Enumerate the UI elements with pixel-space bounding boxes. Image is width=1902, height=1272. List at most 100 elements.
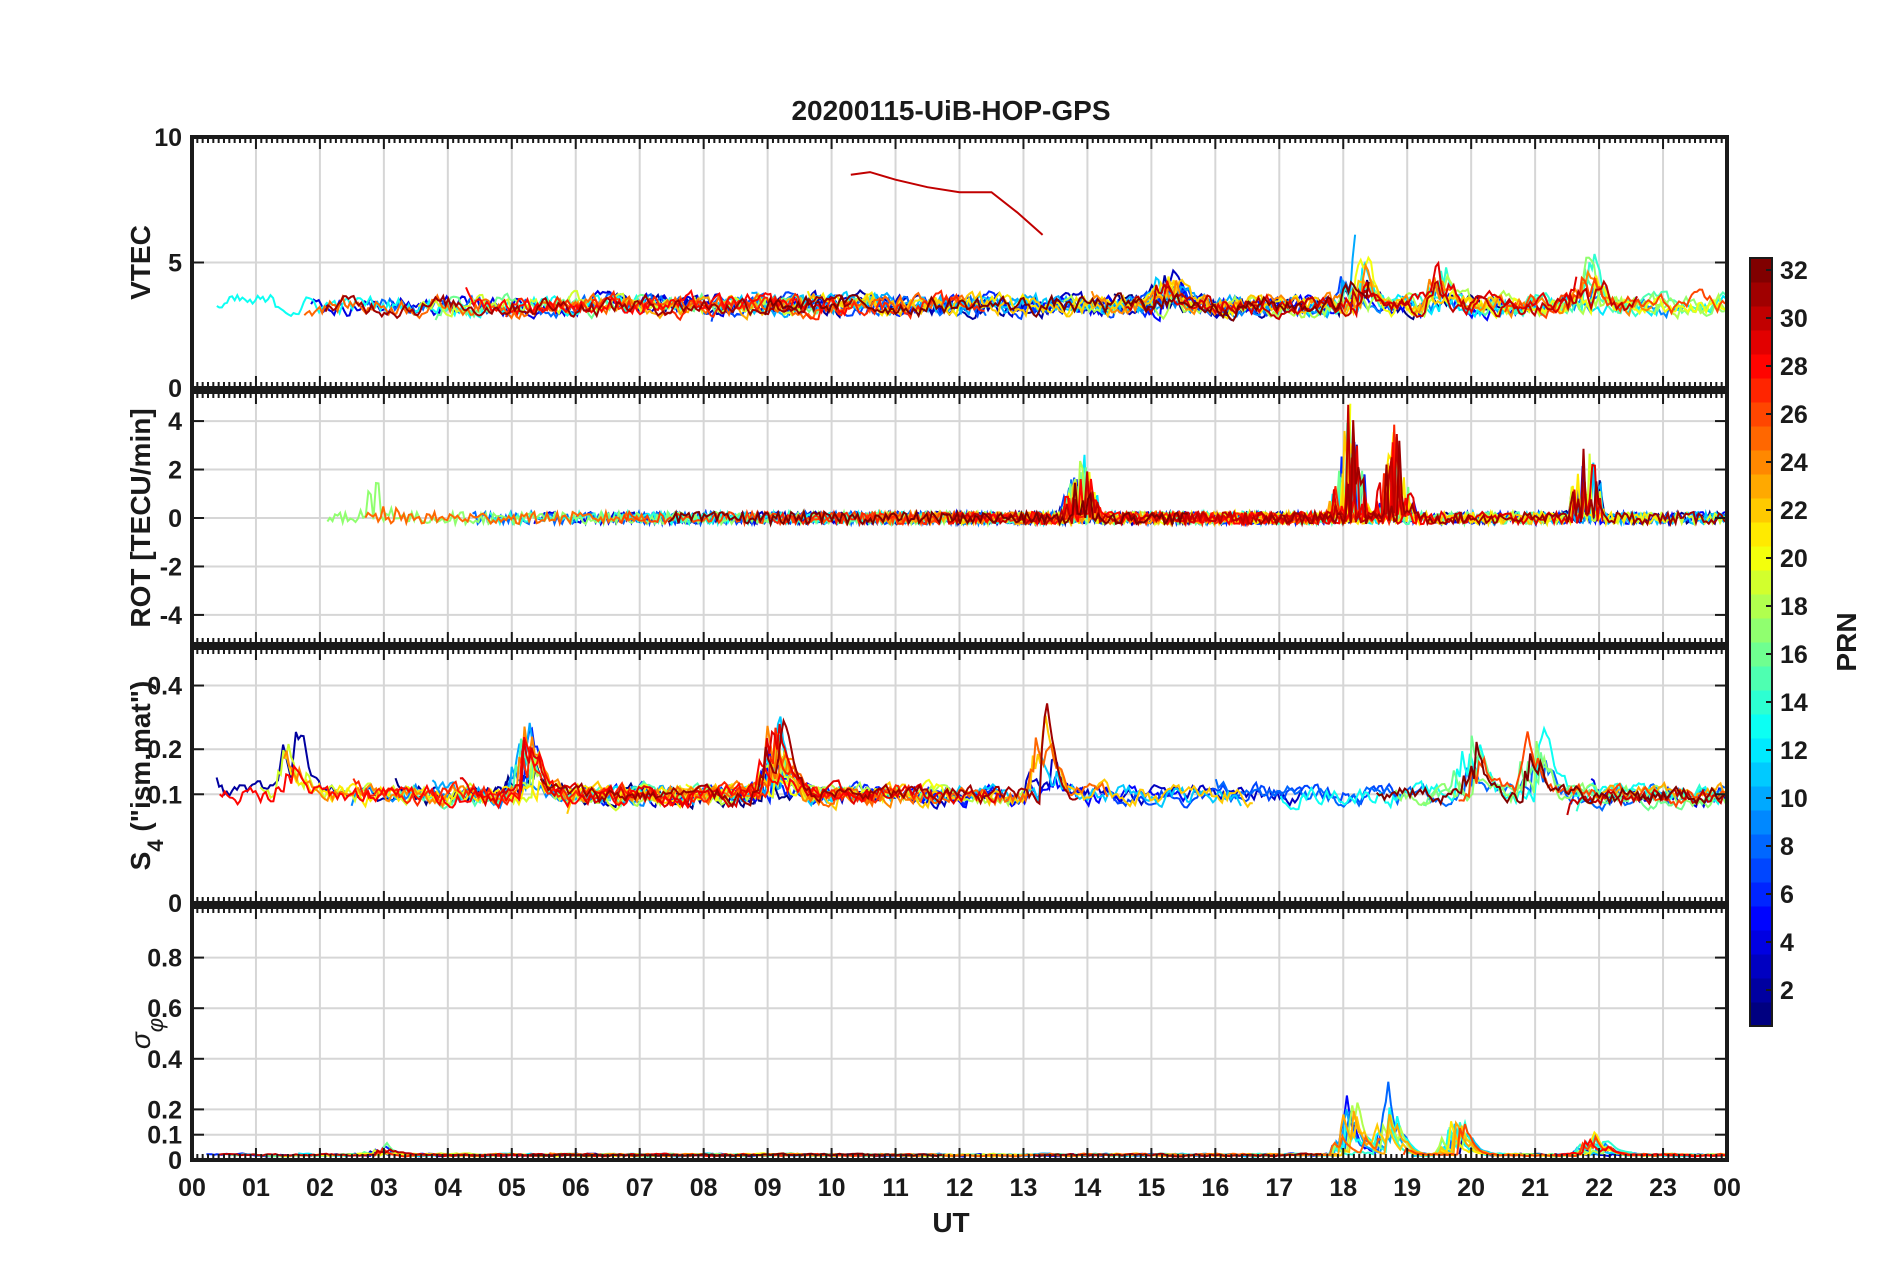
series-line (1163, 260, 1578, 319)
colorbar-swatch (1750, 450, 1772, 475)
x-tick-label: 06 (562, 1174, 590, 1202)
colorbar-swatch (1750, 258, 1772, 283)
colorbar-swatch (1750, 402, 1772, 427)
series-line (465, 287, 849, 317)
series-line (1554, 1137, 1726, 1158)
x-tick-label: 16 (1201, 1174, 1229, 1202)
x-tick-label: 14 (1074, 1174, 1102, 1202)
x-tick-label: 13 (1010, 1174, 1038, 1202)
x-tick-label: 23 (1649, 1174, 1677, 1202)
colorbar-swatch (1750, 642, 1772, 667)
y-tick-label: 0.4 (147, 1046, 182, 1074)
colorbar-swatch (1750, 474, 1772, 499)
y-tick-label: 0.1 (147, 1122, 182, 1150)
panel-rot: -4 -2 0 2 4 ROT [TECU/min] (125, 390, 1729, 646)
x-tick-label: 18 (1329, 1174, 1357, 1202)
colorbar-swatch (1750, 810, 1772, 835)
colorbar-tick-label: 6 (1780, 881, 1794, 909)
series-group (326, 403, 1727, 528)
colorbar-swatch (1750, 738, 1772, 763)
colorbar-tick-label: 26 (1780, 401, 1808, 429)
series-line (1257, 420, 1727, 528)
colorbar-swatch (1750, 882, 1772, 907)
colorbar-swatch (1750, 762, 1772, 787)
x-tick-label: 21 (1521, 1174, 1549, 1202)
x-tick-label: 19 (1393, 1174, 1421, 1202)
colorbar-tick-label: 4 (1780, 929, 1794, 957)
x-tick-label: 00 (1713, 1174, 1741, 1202)
y-tick-label: 0 (168, 375, 182, 403)
colorbar-swatch (1750, 858, 1772, 883)
y-axis-label: σφ (125, 1018, 168, 1049)
colorbar-swatch (1750, 930, 1772, 955)
y-tick-label: 0 (168, 505, 182, 533)
x-tick-label: 20 (1457, 1174, 1485, 1202)
x-tick-label: 08 (690, 1174, 718, 1202)
series-line (764, 280, 1370, 322)
x-tick-label: 00 (178, 1174, 206, 1202)
series-group (216, 171, 1727, 323)
y-tick-label: -2 (160, 553, 182, 581)
colorbar-swatch (1750, 690, 1772, 715)
colorbar-tick-label: 12 (1780, 737, 1808, 765)
colorbar-tick-label: 16 (1780, 641, 1808, 669)
colorbar-swatch (1750, 978, 1772, 1003)
colorbar-swatch (1750, 570, 1772, 595)
series-line (667, 482, 1188, 528)
panel-s4: 0 0.1 0.2 0.4S4 ("ism.mat") (125, 646, 1729, 918)
colorbar-swatch (1750, 354, 1772, 379)
colorbar-swatch (1750, 1002, 1772, 1027)
series-line (1125, 279, 1639, 321)
colorbar-swatch (1750, 714, 1772, 739)
colorbar-swatch (1750, 378, 1772, 403)
colorbar-swatch (1750, 594, 1772, 619)
y-tick-label: 0 (168, 890, 182, 918)
colorbar-tick-label: 18 (1780, 593, 1808, 621)
colorbar-label: PRN (1831, 612, 1862, 671)
colorbar-tick-label: 2 (1780, 977, 1794, 1005)
series-line (364, 505, 648, 527)
panel-vtec: 0 5 10 VTEC (125, 124, 1729, 403)
y-tick-label: -4 (160, 602, 182, 630)
x-tick-label: 12 (946, 1174, 974, 1202)
y-tick-label: 0.2 (147, 736, 182, 764)
y-tick-label: 4 (168, 408, 182, 436)
series-line (283, 725, 917, 809)
y-tick-label: 0.1 (147, 781, 182, 809)
y-tick-label: 0.6 (147, 995, 182, 1023)
series-group (215, 703, 1727, 816)
x-axis-label: UT (932, 1207, 969, 1238)
colorbar-swatch (1750, 954, 1772, 979)
y-tick-label: 10 (154, 124, 182, 152)
colorbar-swatch (1750, 546, 1772, 571)
x-tick-label: 22 (1585, 1174, 1613, 1202)
colorbar-swatch (1750, 426, 1772, 451)
colorbar-tick-label: 30 (1780, 305, 1808, 333)
y-axis-label: VTEC (125, 225, 156, 300)
colorbar-swatch (1750, 906, 1772, 931)
series-line (1375, 741, 1725, 807)
x-tick-label: 09 (754, 1174, 782, 1202)
y-axis-label: S4 ("ism.mat") (125, 681, 168, 871)
y-tick-label: 0.2 (147, 1096, 182, 1124)
colorbar-tick-label: 28 (1780, 353, 1808, 381)
x-tick-label: 01 (242, 1174, 270, 1202)
colorbar-swatch (1750, 666, 1772, 691)
colorbar-tick-label: 20 (1780, 545, 1808, 573)
x-tick-label: 04 (434, 1174, 462, 1202)
y-tick-label: 0.4 (147, 673, 182, 701)
colorbar-swatch (1750, 282, 1772, 307)
series-line (761, 424, 1403, 528)
colorbar-tick-label: 8 (1780, 833, 1794, 861)
colorbar-tick-label: 10 (1780, 785, 1808, 813)
x-tick-label: 17 (1265, 1174, 1293, 1202)
colorbar-frame (1749, 257, 1773, 1027)
y-tick-label: 0.8 (147, 945, 182, 973)
colorbar-swatch (1750, 330, 1772, 355)
x-tick-label: 02 (306, 1174, 334, 1202)
colorbar-tick-label: 22 (1780, 497, 1808, 525)
y-tick-label: 0 (168, 1147, 182, 1175)
colorbar-swatch (1750, 498, 1772, 523)
